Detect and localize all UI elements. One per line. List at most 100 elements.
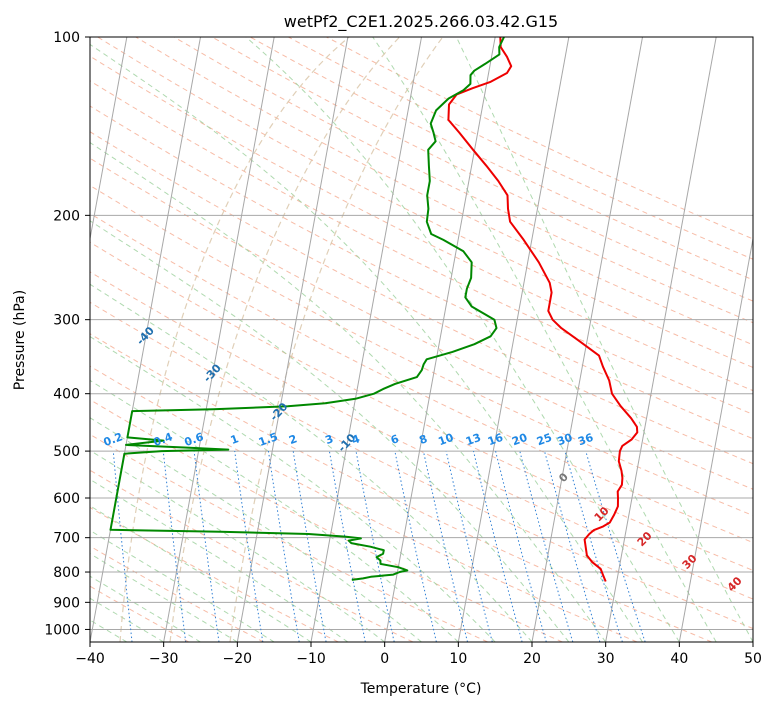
- chart-title: wetPf2_C2E1.2025.266.03.42.G15: [284, 12, 558, 32]
- moist-adiabat: [455, 37, 753, 642]
- isotherm: [605, 37, 717, 642]
- x-tick-label: −20: [223, 651, 253, 667]
- dry-adiabat: [135, 37, 753, 346]
- moist-adiabat: [90, 379, 459, 642]
- mixing-ratio-line: [422, 450, 468, 642]
- dry-adiabat: [90, 585, 190, 642]
- moist-adiabat: [90, 43, 643, 642]
- mixing-ratio-line: [292, 451, 327, 642]
- dry-adiabat: [90, 545, 264, 642]
- y-tick-label: 400: [53, 387, 80, 403]
- moist-adiabat-label: 30: [680, 552, 700, 572]
- moist-adiabat: [90, 141, 607, 642]
- y-tick-label: 1000: [44, 622, 80, 638]
- isotherm: [163, 37, 275, 642]
- x-tick-label: 40: [670, 651, 688, 667]
- dry-adiabat-label: -20: [267, 400, 290, 424]
- dry-adiabat: [90, 399, 563, 642]
- mixing-ratio-label: 6: [389, 432, 401, 447]
- isotherm: [384, 37, 496, 642]
- x-tick-label: −40: [75, 651, 105, 667]
- mixing-ratio-label: 0.6: [183, 430, 206, 449]
- isotherm: [531, 37, 644, 642]
- mixing-ratio-line: [445, 450, 493, 642]
- mixing-ratio-label: 36: [576, 431, 595, 449]
- moist-adiabat-label: 10: [592, 504, 612, 524]
- isotherm: [457, 37, 570, 642]
- dry-adiabat: [90, 433, 488, 642]
- x-axis-label: Temperature (°C): [360, 681, 482, 697]
- dry-adiabat: [90, 131, 753, 465]
- moist-adiabat: [245, 37, 680, 642]
- background-lines: [90, 37, 753, 642]
- mixing-ratio-line: [544, 450, 601, 642]
- dry-adiabat: [90, 157, 753, 490]
- x-tick-label: 0: [380, 651, 389, 667]
- dry-adiabat: [90, 365, 638, 642]
- x-tick-label: 50: [744, 651, 762, 667]
- moist-adiabat: [372, 37, 717, 642]
- dry-adiabat: [90, 241, 753, 571]
- mixing-ratio-line: [473, 450, 523, 642]
- moist-adiabat-label: 40: [725, 574, 745, 594]
- isotherm: [236, 37, 349, 642]
- mixing-ratio-label: 13: [464, 431, 483, 448]
- moist-adiabat: [90, 220, 570, 642]
- y-tick-label: 900: [53, 595, 80, 611]
- isotherm: [90, 37, 202, 642]
- mixing-ratio-label: 20: [510, 431, 529, 449]
- x-tick-label: −30: [149, 651, 179, 667]
- dry-adiabat: [90, 105, 753, 440]
- moist-adiabat: [90, 417, 422, 642]
- dry-adiabat: [90, 271, 753, 600]
- mixing-ratio-label: 16: [486, 431, 505, 449]
- mixing-ratio-line: [394, 451, 437, 642]
- mixing-ratio-label: 2: [287, 432, 299, 447]
- isotherm: [90, 37, 128, 242]
- x-tick-label: 20: [523, 651, 541, 667]
- mixing-ratio-label: 0.2: [102, 430, 125, 449]
- mixing-ratio-label: 10: [437, 431, 456, 449]
- mixing-ratio-label: 1: [229, 432, 241, 447]
- mixing-ratio-line: [162, 451, 187, 642]
- y-tick-label: 600: [53, 491, 80, 507]
- reference-arc: [169, 37, 401, 642]
- moist-adiabat: [90, 283, 533, 642]
- moist-adiabat: [90, 597, 164, 642]
- moist-adiabat: [90, 335, 496, 642]
- mixing-ratio-line: [585, 450, 646, 642]
- moist-adiabat: [90, 478, 349, 642]
- isotherm: [310, 37, 423, 642]
- moist-adiabat: [90, 575, 201, 642]
- dry-adiabat: [90, 184, 753, 517]
- moist-adiabat-label: 20: [635, 529, 655, 549]
- isotherm: [752, 639, 753, 642]
- y-tick-label: 100: [53, 30, 80, 46]
- moist-adiabat: [90, 553, 238, 642]
- moist-adiabat: [90, 449, 385, 642]
- mixing-ratio-line: [495, 450, 547, 642]
- dry-adiabat-label: -30: [201, 361, 224, 385]
- moist-adiabat-label: 0: [556, 470, 571, 485]
- y-tick-label: 300: [53, 313, 80, 329]
- mixing-ratio-label: 1.5: [257, 430, 280, 449]
- moist-adiabat: [90, 505, 312, 642]
- dewpoint-trace: [109, 37, 505, 581]
- dry-adiabat: [288, 37, 753, 260]
- y-tick-label: 800: [53, 565, 80, 581]
- dry-adiabat-label: -40: [134, 324, 157, 348]
- mixing-ratio-line: [234, 451, 264, 642]
- mixing-ratio-label: 4: [350, 432, 362, 447]
- mixing-ratio-label: 25: [535, 431, 554, 448]
- mixing-ratio-label: 8: [417, 432, 429, 447]
- plot-frame: [89, 36, 754, 643]
- mixing-ratio-line: [519, 450, 574, 642]
- y-tick-label: 700: [53, 531, 80, 547]
- mixing-ratio-line: [328, 451, 366, 642]
- x-tick-label: −10: [296, 651, 326, 667]
- temperature-trace: [447, 37, 639, 582]
- isotherm: [678, 235, 753, 642]
- axis-ticks: −40 −30 −20 −10 0 10 20 30 40 5010020030040050060…: [44, 30, 762, 667]
